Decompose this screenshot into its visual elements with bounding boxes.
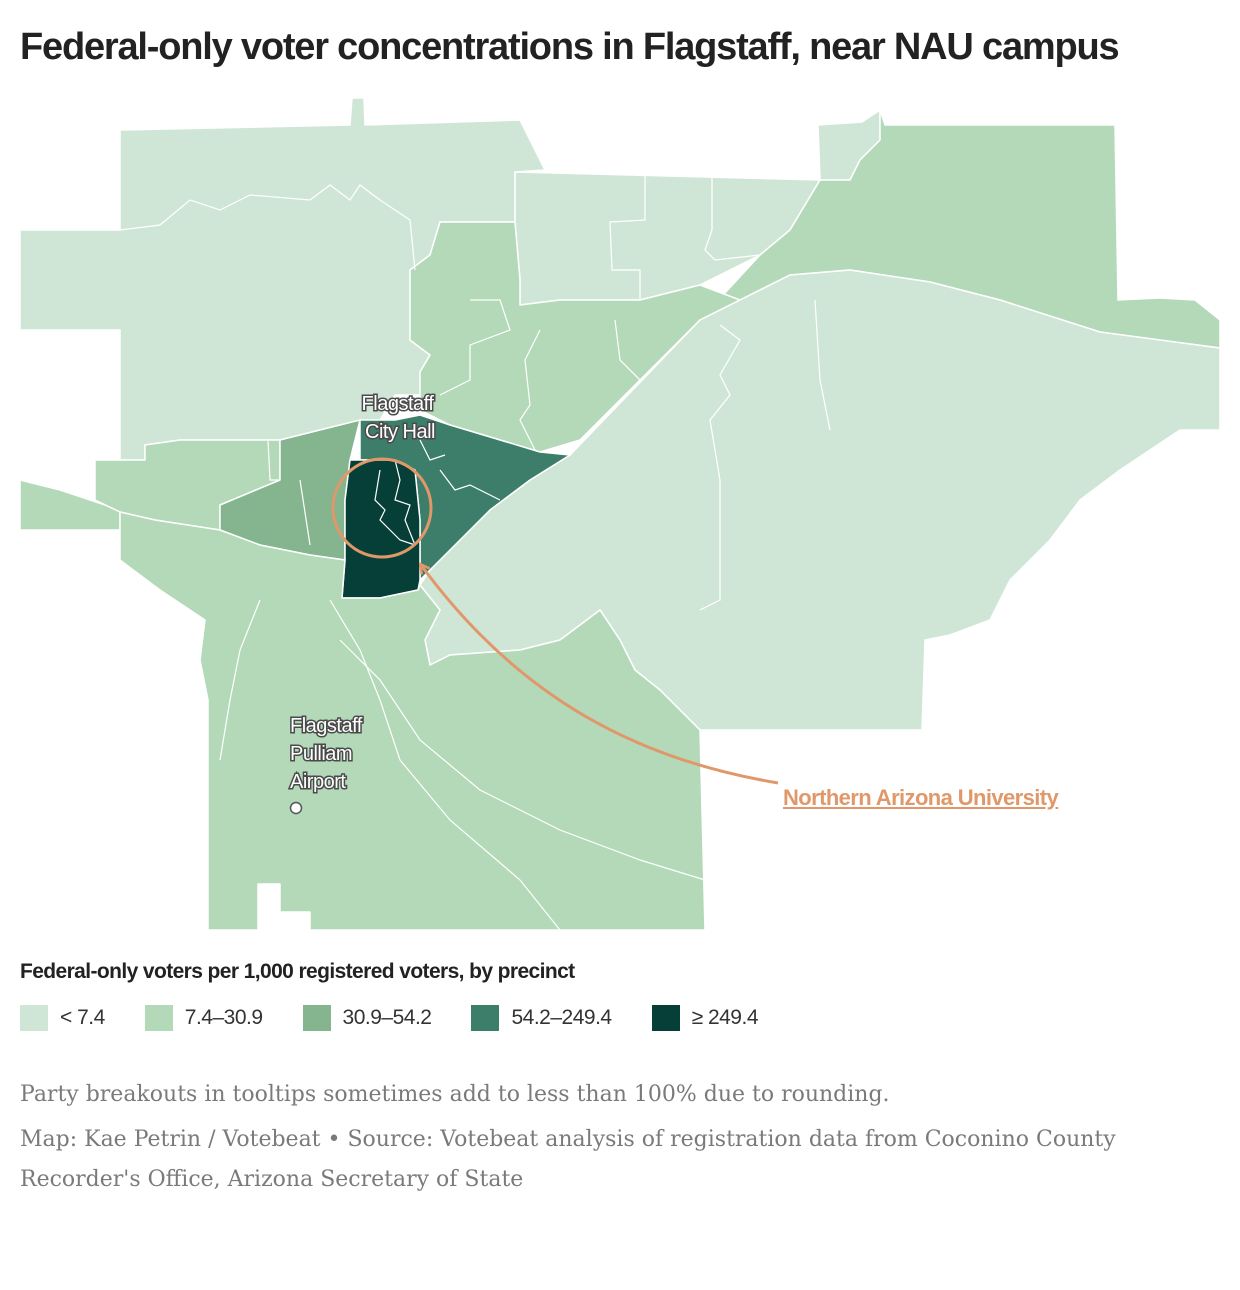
airport-label: Flagstaff Pulliam Airport xyxy=(290,715,367,793)
precinct-map: Flagstaff City Hall Flagstaff Pulliam Ai… xyxy=(19,97,1221,931)
precinct-south[interactable] xyxy=(119,511,706,931)
legend-label: < 7.4 xyxy=(60,1006,105,1029)
nau-callout-circle xyxy=(331,457,433,559)
legend-label: 30.9–54.2 xyxy=(342,1006,432,1029)
nau-callout-arrow xyxy=(421,565,779,785)
legend-swatch xyxy=(651,1005,680,1031)
legend-swatch xyxy=(471,1005,500,1031)
nau-callout-label[interactable]: Northern Arizona University xyxy=(783,785,1059,810)
legend-label: ≥ 249.4 xyxy=(691,1006,759,1029)
legend-item: 30.9–54.2 xyxy=(302,1005,432,1031)
legend-item: < 7.4 xyxy=(20,1005,105,1031)
legend-title: Federal-only voters per 1,000 registered… xyxy=(20,960,575,983)
chart-title: Federal-only voter concentrations in Fla… xyxy=(20,26,1120,68)
precinct-north-medium[interactable] xyxy=(409,221,741,453)
city-hall-label: Flagstaff City Hall xyxy=(362,393,439,443)
legend-swatch xyxy=(302,1005,331,1031)
legend-item: 7.4–30.9 xyxy=(144,1005,263,1031)
rounding-note: Party breakouts in tooltips sometimes ad… xyxy=(20,1082,890,1107)
legend: < 7.4 7.4–30.9 30.9–54.2 54.2–249.4 ≥ 24… xyxy=(20,1005,798,1031)
legend-item: ≥ 249.4 xyxy=(651,1005,759,1031)
legend-swatch xyxy=(20,1005,48,1031)
legend-label: 54.2–249.4 xyxy=(511,1006,612,1029)
legend-item: 54.2–249.4 xyxy=(471,1005,612,1031)
legend-swatch xyxy=(144,1005,173,1031)
airport-marker xyxy=(289,801,303,815)
legend-label: 7.4–30.9 xyxy=(184,1006,263,1029)
source-credit: Map: Kae Petrin / Votebeat • Source: Vot… xyxy=(20,1127,1116,1192)
